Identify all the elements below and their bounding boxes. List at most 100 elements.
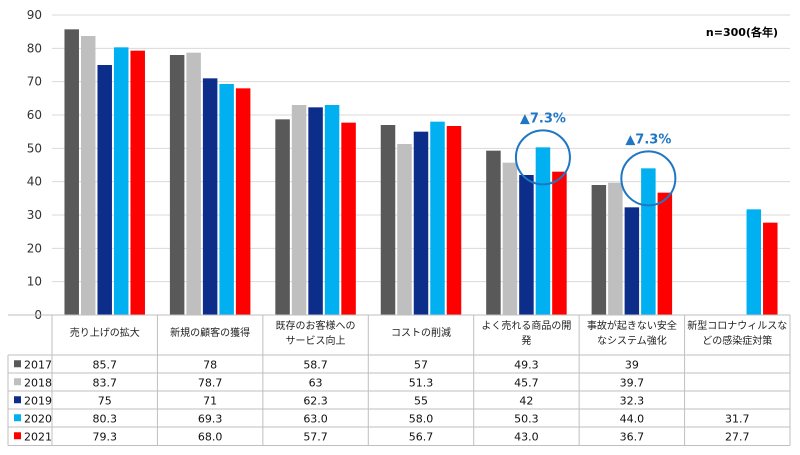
data-label: 39.7	[620, 376, 645, 389]
bar-2019-1	[202, 78, 218, 315]
legend-key-2019	[14, 396, 21, 404]
data-label: 63.0	[303, 412, 328, 425]
data-label: 69.3	[198, 412, 223, 425]
legend-label: 2021	[24, 430, 52, 443]
bar-2019-3	[413, 131, 429, 315]
bar-2019-4	[519, 175, 534, 315]
data-label: 36.7	[620, 430, 645, 443]
bar-2018-4	[502, 162, 518, 315]
data-label: 79.3	[92, 430, 117, 443]
data-label: 44.0	[620, 412, 645, 425]
bar-2017-5	[591, 185, 607, 315]
y-tick-label: 80	[27, 41, 42, 55]
bar-2018-0	[80, 36, 96, 315]
annotation-circle	[514, 129, 571, 186]
bar-2017-3	[380, 125, 396, 315]
data-label: 49.3	[514, 358, 539, 371]
bar-2017-0	[64, 29, 79, 315]
annotation-circle	[620, 150, 677, 207]
bar-2017-2	[275, 119, 290, 315]
y-tick-label: 50	[27, 141, 42, 155]
bar-2021-6	[763, 222, 778, 315]
bar-2021-5	[657, 192, 673, 315]
data-label: 32.3	[620, 394, 645, 407]
legend-label: 2020	[24, 412, 52, 425]
data-label: 71	[203, 394, 217, 407]
bar-2021-2	[341, 122, 356, 316]
bar-2021-3	[446, 126, 462, 315]
y-tick-label: 60	[27, 108, 42, 122]
data-label: 39	[625, 358, 639, 371]
bar-2018-1	[186, 52, 201, 316]
bar-2020-5	[641, 168, 656, 315]
data-label: 27.7	[725, 430, 750, 443]
bar-2018-2	[291, 105, 307, 315]
data-label: 57.7	[303, 430, 328, 443]
category-label: 発	[521, 334, 531, 347]
bar-2020-3	[430, 121, 445, 316]
y-tick-label: 40	[27, 175, 42, 189]
bar-2021-4	[552, 171, 567, 315]
legend-key-2017	[14, 360, 21, 368]
category-label: どの感染症対策	[702, 334, 772, 347]
category-label: なシステム強化	[597, 334, 667, 347]
data-label: 43.0	[514, 430, 539, 443]
category-label: 新規の顧客の獲得	[170, 326, 250, 339]
y-tick-label: 30	[27, 208, 42, 222]
data-label: 31.7	[725, 412, 750, 425]
data-label: 83.7	[92, 376, 117, 389]
data-label: 56.7	[409, 430, 434, 443]
data-label: 78	[203, 358, 217, 371]
bar-2019-0	[97, 65, 112, 315]
annotation-label: ▲7.3%	[520, 111, 566, 126]
bar-2017-4	[486, 150, 501, 315]
bar-2017-1	[169, 55, 185, 315]
bar-2020-0	[113, 47, 129, 315]
data-label: 80.3	[92, 412, 117, 425]
data-label: 85.7	[92, 358, 117, 371]
bar-2020-6	[746, 209, 762, 315]
category-label: よく売れる商品の開	[481, 319, 571, 332]
data-label: 57	[414, 358, 428, 371]
bar-2018-5	[608, 182, 623, 315]
legend-label: 2017	[24, 358, 52, 371]
bar-2019-2	[308, 107, 323, 315]
bar-2020-2	[324, 105, 340, 315]
category-label: 事故が起きない安全	[587, 319, 677, 332]
category-label: 売り上げの拡大	[70, 326, 140, 339]
sample-size-note: n=300(各年)	[706, 25, 778, 39]
legend-key-2020	[14, 414, 21, 422]
y-tick-label: 70	[27, 75, 42, 89]
bar-2018-3	[397, 144, 412, 315]
data-label: 42	[519, 394, 533, 407]
data-label: 63	[309, 376, 323, 389]
legend-key-2018	[14, 378, 21, 386]
y-tick-label: 20	[27, 241, 42, 255]
category-label: コストの削減	[391, 326, 451, 339]
legend-label: 2018	[24, 376, 52, 389]
bar-2019-5	[624, 207, 640, 315]
category-label: 新型コロナウィルスな	[687, 319, 787, 332]
data-label: 75	[98, 394, 112, 407]
data-label: 62.3	[303, 394, 328, 407]
data-label: 78.7	[198, 376, 223, 389]
category-label: サービス向上	[286, 334, 346, 347]
data-label: 58.7	[303, 358, 328, 371]
data-label: 58.0	[409, 412, 434, 425]
category-label: 既存のお客様への	[276, 319, 356, 332]
legend-key-2021	[14, 432, 21, 440]
legend-label: 2019	[24, 394, 52, 407]
bar-2021-1	[235, 88, 251, 315]
data-label: 50.3	[514, 412, 539, 425]
data-label: 51.3	[409, 376, 434, 389]
bar-2020-1	[219, 84, 234, 315]
y-tick-label: 10	[27, 275, 42, 289]
data-label: 45.7	[514, 376, 539, 389]
data-label: 68.0	[198, 430, 223, 443]
annotation-label: ▲7.3%	[625, 132, 671, 147]
y-tick-label: 90	[27, 8, 42, 22]
data-label: 55	[414, 394, 428, 407]
bar-2020-4	[535, 147, 551, 315]
bar-2021-0	[130, 50, 145, 316]
